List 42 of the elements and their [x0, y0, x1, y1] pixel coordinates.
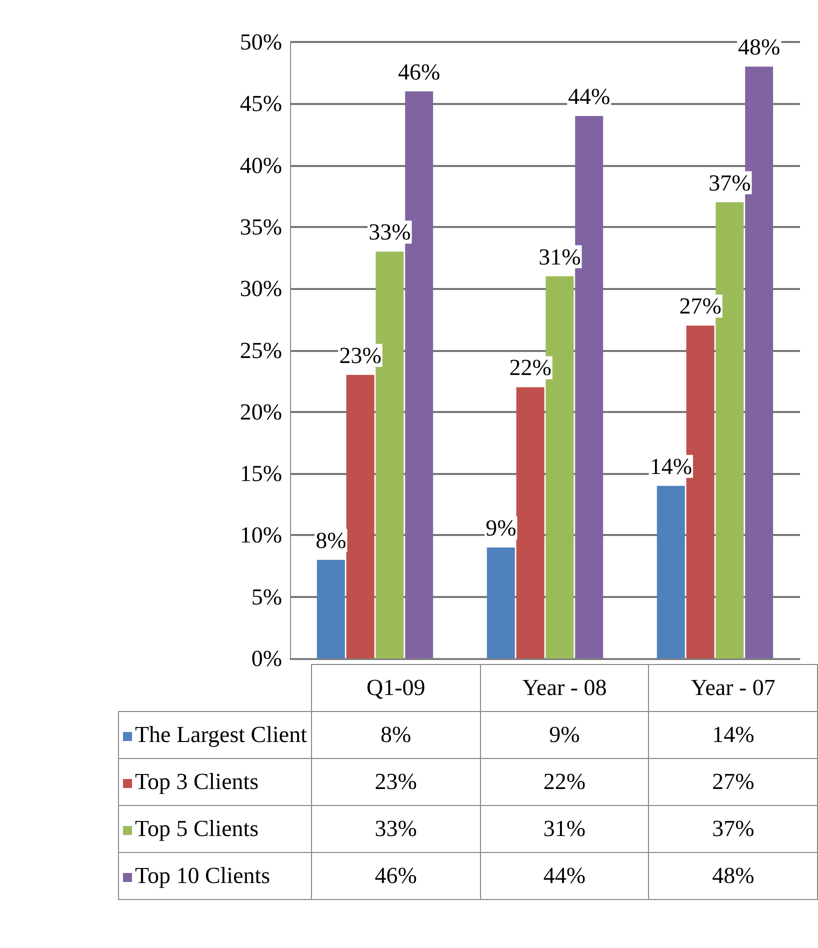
y-tick-label: 45%	[240, 91, 282, 116]
y-tick-label: 15%	[240, 461, 282, 486]
data-label: 33%	[312, 806, 480, 852]
y-tick-label: 25%	[240, 338, 282, 363]
y-tick-label: 10%	[240, 522, 282, 548]
data-label: 9%	[480, 712, 649, 758]
x-tick-label: Year - 07	[648, 664, 818, 712]
data-label: 23%	[312, 758, 480, 806]
text: 33%	[368, 220, 411, 245]
data-label: 31%	[480, 806, 649, 852]
y-tick-label: 50%	[240, 30, 282, 54]
text: 27%	[679, 294, 722, 319]
data-label: 44%	[480, 852, 649, 900]
x-tick-label: Year - 08	[480, 664, 649, 712]
y-tick-label: 30%	[240, 276, 282, 302]
text: 48%	[738, 34, 780, 60]
legend-label: Top 3 Clients	[118, 758, 312, 806]
data-label: 48%	[648, 852, 818, 900]
data-label: 14%	[648, 712, 818, 758]
data-label: 27%	[648, 758, 818, 806]
y-tick-label: 40%	[240, 152, 282, 178]
legend-label: The Largest Client	[118, 712, 312, 758]
y-tick-label: 20%	[240, 399, 282, 424]
legend-label: Top 10 Clients	[118, 852, 312, 900]
text: 37%	[708, 170, 751, 196]
data-label: 46%	[312, 852, 480, 900]
data-label: 37%	[648, 806, 818, 852]
legend-label: Top 5 Clients	[118, 806, 312, 852]
y-tick-label: 0%	[251, 646, 282, 671]
y-tick-label: 35%	[240, 214, 282, 240]
data-label: 8%	[312, 712, 480, 758]
text: 23%	[339, 342, 382, 368]
data-label: 22%	[480, 758, 649, 806]
text: 22%	[509, 355, 552, 380]
text: 14%	[650, 454, 692, 479]
text: 8%	[316, 528, 346, 553]
text: 44%	[568, 84, 610, 109]
y-tick-label: 5%	[251, 584, 282, 610]
text: 46%	[398, 59, 440, 84]
x-tick-label: Q1-09	[312, 664, 480, 712]
text: 31%	[538, 244, 581, 270]
text: 9%	[486, 516, 516, 541]
